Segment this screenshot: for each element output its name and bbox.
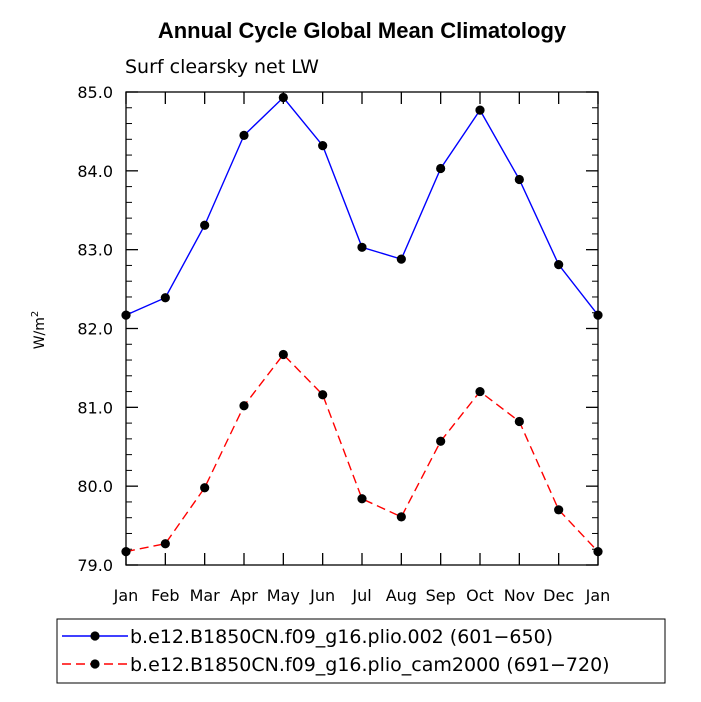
legend-box bbox=[56, 618, 666, 684]
series-2-point bbox=[475, 386, 485, 397]
x-tick-label: Jun bbox=[309, 586, 335, 605]
x-tick-label: Sep bbox=[426, 586, 456, 605]
legend-label-1: b.e12.B1850CN.f09_g16.plio.002 (601−650) bbox=[130, 626, 553, 648]
series-1-point bbox=[396, 254, 406, 264]
chart-subtitle: Surf clearsky net LW bbox=[125, 56, 319, 78]
series-2-point bbox=[357, 494, 367, 504]
series-2-point bbox=[121, 546, 131, 557]
series-1-point bbox=[436, 163, 446, 174]
series-2-point bbox=[436, 436, 446, 446]
legend-swatch-marker-2 bbox=[90, 659, 100, 669]
series-1-point bbox=[514, 174, 524, 185]
legend-label-2: b.e12.B1850CN.f09_g16.plio_cam2000 (691−… bbox=[130, 654, 610, 676]
y-tick-label: 79.0 bbox=[77, 556, 113, 575]
series-1-point bbox=[160, 293, 170, 303]
series-1-point bbox=[318, 141, 328, 151]
plot-area: 79.0 80.0 81.0 82.0 83.0 84.0 85.0 Jan Feb Mar Apr… bbox=[77, 83, 610, 605]
series-1-point bbox=[121, 310, 131, 320]
series-2-point bbox=[160, 539, 170, 549]
series-1-point bbox=[475, 105, 485, 115]
series-line-1 bbox=[125, 96, 599, 316]
series-1-point bbox=[278, 92, 288, 103]
series-1-point bbox=[357, 242, 367, 252]
x-tick-label: Jan bbox=[585, 586, 611, 605]
y-tick-label: 82.0 bbox=[77, 320, 113, 339]
x-tick-label: Oct bbox=[466, 586, 494, 605]
x-tick-label: Dec bbox=[543, 586, 574, 605]
series-1-point bbox=[554, 260, 564, 270]
series-1-point bbox=[239, 130, 249, 140]
plot-frame bbox=[125, 91, 599, 566]
y-tick-label: 84.0 bbox=[77, 162, 113, 181]
series-2-point bbox=[278, 349, 288, 360]
x-tick-label: May bbox=[267, 586, 300, 605]
y-axis-label: W/m2 bbox=[30, 311, 48, 350]
series-2-point bbox=[514, 416, 524, 427]
x-tick-label: Nov bbox=[504, 586, 535, 605]
x-tick-label: Mar bbox=[190, 586, 221, 605]
y-tick-label: 83.0 bbox=[77, 241, 113, 260]
series-1-point bbox=[593, 310, 603, 320]
y-tick-label: 80.0 bbox=[77, 477, 113, 496]
series-line-2 bbox=[125, 353, 599, 553]
series-2-point bbox=[239, 401, 249, 411]
legend-swatch-marker-1 bbox=[90, 631, 100, 641]
y-tick-label: 81.0 bbox=[77, 398, 113, 417]
x-tick-label: Aug bbox=[386, 586, 417, 605]
series-2-point bbox=[200, 483, 210, 493]
y-axis-label-text: W/m bbox=[32, 317, 48, 349]
series-2-point bbox=[593, 546, 603, 557]
series-1-point bbox=[200, 220, 210, 230]
legend: b.e12.B1850CN.f09_g16.plio.002 (601−650)… bbox=[56, 618, 666, 684]
svg-text:W/m2: W/m2 bbox=[30, 311, 48, 350]
series-2-point bbox=[318, 390, 328, 400]
chart-title: Annual Cycle Global Mean Climatology bbox=[158, 18, 567, 43]
x-tick-label: Feb bbox=[151, 586, 179, 605]
y-axis-label-superscript: 2 bbox=[30, 311, 41, 317]
x-tick-label: Jul bbox=[351, 586, 371, 605]
x-tick-label: Apr bbox=[230, 586, 258, 605]
series-2-point bbox=[396, 512, 406, 522]
series-2-point bbox=[554, 505, 564, 515]
y-tick-label: 85.0 bbox=[77, 83, 113, 102]
x-tick-label: Jan bbox=[113, 586, 139, 605]
